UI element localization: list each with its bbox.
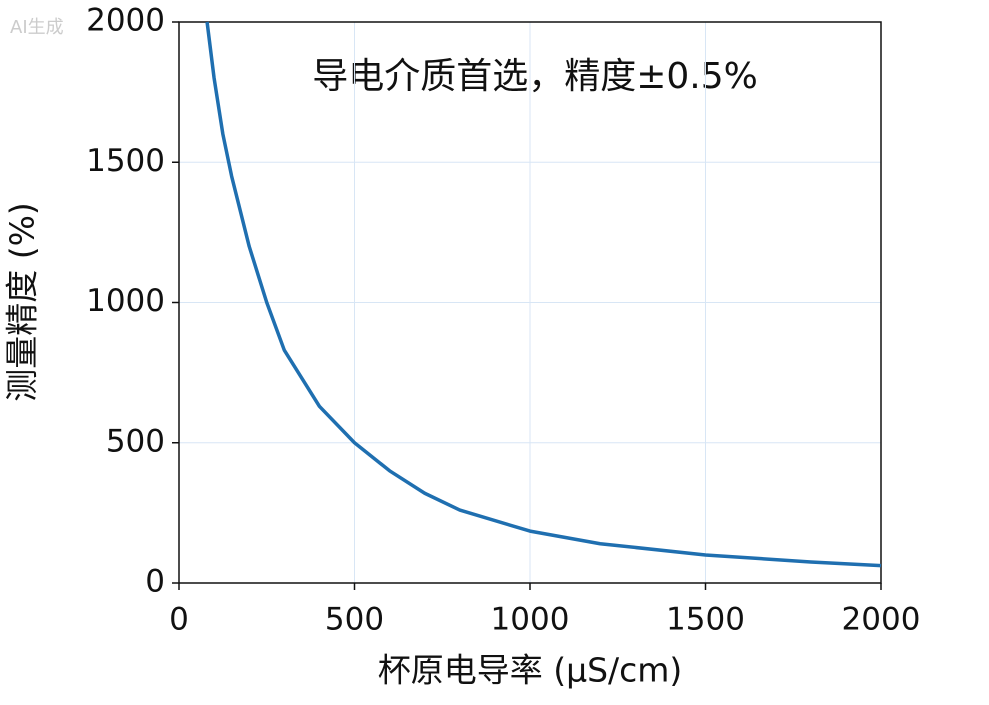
x-tick-label: 2000 <box>842 602 921 638</box>
y-tick-label: 1000 <box>86 283 165 319</box>
y-axis-label: 测量精度 (%) <box>3 202 42 402</box>
data-line <box>205 21 882 568</box>
watermark: AI生成 <box>10 17 64 38</box>
x-tick-label: 500 <box>325 602 384 638</box>
y-tick-label: 500 <box>106 423 165 459</box>
y-tick-label: 0 <box>145 564 165 600</box>
plot-frame <box>178 21 882 584</box>
x-axis-label: 杯原电导率 (μS/cm) <box>378 651 683 690</box>
x-tick-label: 1500 <box>666 602 745 638</box>
x-tick-label: 0 <box>169 602 189 638</box>
x-tick-label: 1000 <box>491 602 570 638</box>
annotation: 导电介质首选，精度±0.5% <box>312 56 758 97</box>
y-tick-label: 2000 <box>86 3 165 39</box>
y-tick-label: 1500 <box>86 143 165 179</box>
